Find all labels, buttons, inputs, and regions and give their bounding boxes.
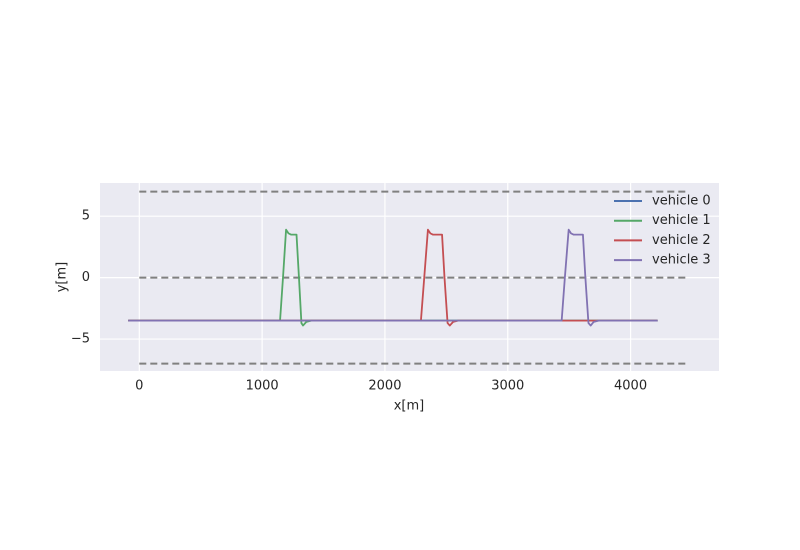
legend-label: vehicle 3 bbox=[652, 253, 711, 268]
y-tick-label: 5 bbox=[82, 209, 90, 224]
series-line bbox=[128, 228, 658, 327]
marks bbox=[128, 190, 689, 365]
x-tick-label: 3000 bbox=[491, 379, 524, 394]
y-tick-label: −5 bbox=[71, 332, 90, 347]
legend-label: vehicle 1 bbox=[652, 213, 711, 228]
series-line bbox=[128, 228, 658, 327]
x-tick-label: 2000 bbox=[368, 379, 401, 394]
series-line bbox=[128, 228, 658, 327]
x-axis-label: x[m] bbox=[394, 399, 425, 414]
x-tick-label: 1000 bbox=[246, 379, 279, 394]
x-tick-label: 0 bbox=[135, 379, 143, 394]
y-axis-label: y[m] bbox=[55, 262, 70, 293]
y-tick-label: 0 bbox=[82, 270, 90, 285]
labels: 0 1000 2000 3000 4000 −5 0 5 vehicle 0 vehicle 1 v… bbox=[71, 194, 711, 394]
x-tick-label: 4000 bbox=[614, 379, 647, 394]
legend-label: vehicle 0 bbox=[652, 194, 711, 209]
legend-label: vehicle 2 bbox=[652, 233, 711, 248]
